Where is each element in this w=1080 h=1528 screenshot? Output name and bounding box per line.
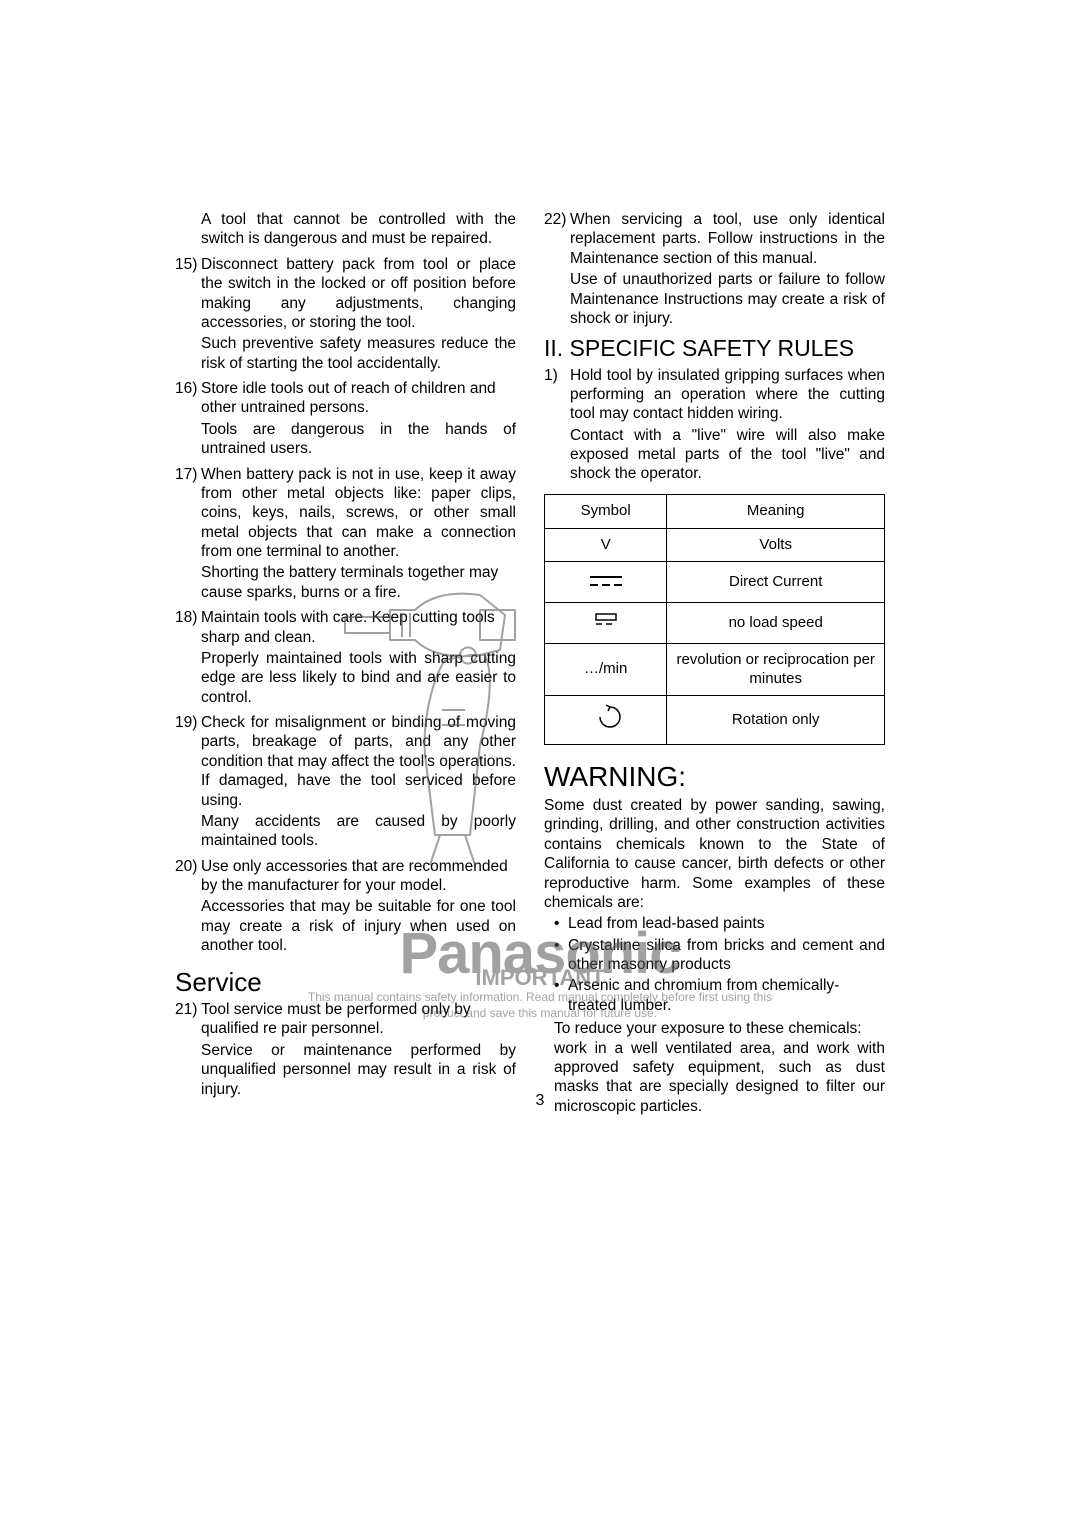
table-row: Direct Current (545, 562, 885, 603)
item-18: 18) Maintain tools with care. Keep cutti… (175, 608, 516, 707)
bullet-text: Crystalline silica from bricks and cemen… (568, 936, 885, 975)
table-row: …/min revolution or reciprocation per mi… (545, 643, 885, 696)
bullet-1: • Lead from lead-based paints (554, 914, 885, 933)
item-sub: Shorting the battery terminals together … (201, 563, 516, 602)
item-19: 19) Check for misalignment or binding of… (175, 713, 516, 851)
item-main: When battery pack is not in use, keep it… (201, 465, 516, 562)
service-heading: Service (175, 966, 516, 999)
bullet-3: • Arsenic and chromium from chemically-t… (554, 976, 885, 1015)
table-header-row: Symbol Meaning (545, 494, 885, 528)
spacer (175, 210, 201, 249)
cell-meaning: Rotation only (667, 696, 885, 745)
item-sub: Service or maintenance performed by unqu… (201, 1041, 516, 1099)
item-sub: Many accidents are caused by poorly main… (201, 812, 516, 851)
bullet-marker: • (554, 936, 568, 975)
bullet-2: • Crystalline silica from bricks and cem… (554, 936, 885, 975)
right-column: 22) When servicing a tool, use only iden… (544, 210, 885, 1116)
item-number: 18) (175, 608, 201, 707)
item-20: 20) Use only accessories that are recomm… (175, 857, 516, 956)
header-meaning: Meaning (667, 494, 885, 528)
item-body: Check for misalignment or binding of mov… (201, 713, 516, 851)
cell-symbol: V (545, 528, 667, 562)
item-21: 21) Tool service must be performed only … (175, 1000, 516, 1099)
item-sub: Contact with a "live" wire will also mak… (570, 426, 885, 484)
item-number: 15) (175, 255, 201, 373)
left-column: A tool that cannot be controlled with th… (175, 210, 516, 1116)
item-main: Hold tool by insulated gripping surfaces… (570, 366, 885, 424)
item-17: 17) When battery pack is not in use, kee… (175, 465, 516, 603)
cell-meaning: Direct Current (667, 562, 885, 603)
rotation-icon (545, 696, 667, 745)
item-body: Disconnect battery pack from tool or pla… (201, 255, 516, 373)
item-number: 21) (175, 1000, 201, 1099)
item-sub: Tools are dangerous in the hands of untr… (201, 420, 516, 459)
cell-meaning: revolution or reciprocation per minutes (667, 643, 885, 696)
item-number: 1) (544, 366, 570, 484)
item-main: Tool service must be performed only by q… (201, 1000, 516, 1039)
item-number: 20) (175, 857, 201, 956)
item-body: Maintain tools with care. Keep cutting t… (201, 608, 516, 707)
item-body: When servicing a tool, use only identica… (570, 210, 885, 328)
specific-heading: II. SPECIFIC SAFETY RULES (544, 336, 885, 361)
item-body: Use only accessories that are recommende… (201, 857, 516, 956)
intro-block: A tool that cannot be controlled with th… (175, 210, 516, 249)
item-22: 22) When servicing a tool, use only iden… (544, 210, 885, 328)
warning-heading: WARNING: (544, 759, 885, 794)
item-16: 16) Store idle tools out of reach of chi… (175, 379, 516, 459)
bullet-text: Arsenic and chromium from chemically-tre… (568, 976, 885, 1015)
symbols-table: Symbol Meaning V Volts Direct Current no… (544, 494, 885, 745)
item-number: 17) (175, 465, 201, 603)
item-main: Disconnect battery pack from tool or pla… (201, 255, 516, 333)
table-row: V Volts (545, 528, 885, 562)
item-body: When battery pack is not in use, keep it… (201, 465, 516, 603)
item-body: Store idle tools out of reach of childre… (201, 379, 516, 459)
item-main: When servicing a tool, use only identica… (570, 210, 885, 268)
dc-icon (545, 562, 667, 603)
table-row: Rotation only (545, 696, 885, 745)
item-sub: Use of unauthorized parts or failure to … (570, 270, 885, 328)
bullet-text: Lead from lead-based paints (568, 914, 764, 933)
page-number: 3 (0, 1092, 1080, 1110)
item-main: Check for misalignment or binding of mov… (201, 713, 516, 810)
item-number: 22) (544, 210, 570, 328)
item-number: 19) (175, 713, 201, 851)
item-main: Store idle tools out of reach of childre… (201, 379, 516, 418)
intro-text: A tool that cannot be controlled with th… (201, 210, 516, 249)
item-sub: Properly maintained tools with sharp cut… (201, 649, 516, 707)
item-main: Use only accessories that are recommende… (201, 857, 516, 896)
bullet-marker: • (554, 914, 568, 933)
reduce-intro: To reduce your exposure to these chemica… (554, 1019, 885, 1038)
page-body: A tool that cannot be controlled with th… (0, 0, 1080, 1176)
item-body: Hold tool by insulated gripping surfaces… (570, 366, 885, 484)
item-sub: Accessories that may be suitable for one… (201, 897, 516, 955)
item-main: Maintain tools with care. Keep cutting t… (201, 608, 516, 647)
noload-icon (545, 603, 667, 644)
warning-body: Some dust created by power sanding, sawi… (544, 796, 885, 912)
cell-meaning: no load speed (667, 603, 885, 644)
item-body: Tool service must be performed only by q… (201, 1000, 516, 1099)
item-sub: Such preventive safety measures reduce t… (201, 334, 516, 373)
header-symbol: Symbol (545, 494, 667, 528)
cell-meaning: Volts (667, 528, 885, 562)
table-row: no load speed (545, 603, 885, 644)
cell-symbol: …/min (545, 643, 667, 696)
item-number: 16) (175, 379, 201, 459)
spec-item-1: 1) Hold tool by insulated gripping surfa… (544, 366, 885, 484)
item-15: 15) Disconnect battery pack from tool or… (175, 255, 516, 373)
bullet-marker: • (554, 976, 568, 1015)
